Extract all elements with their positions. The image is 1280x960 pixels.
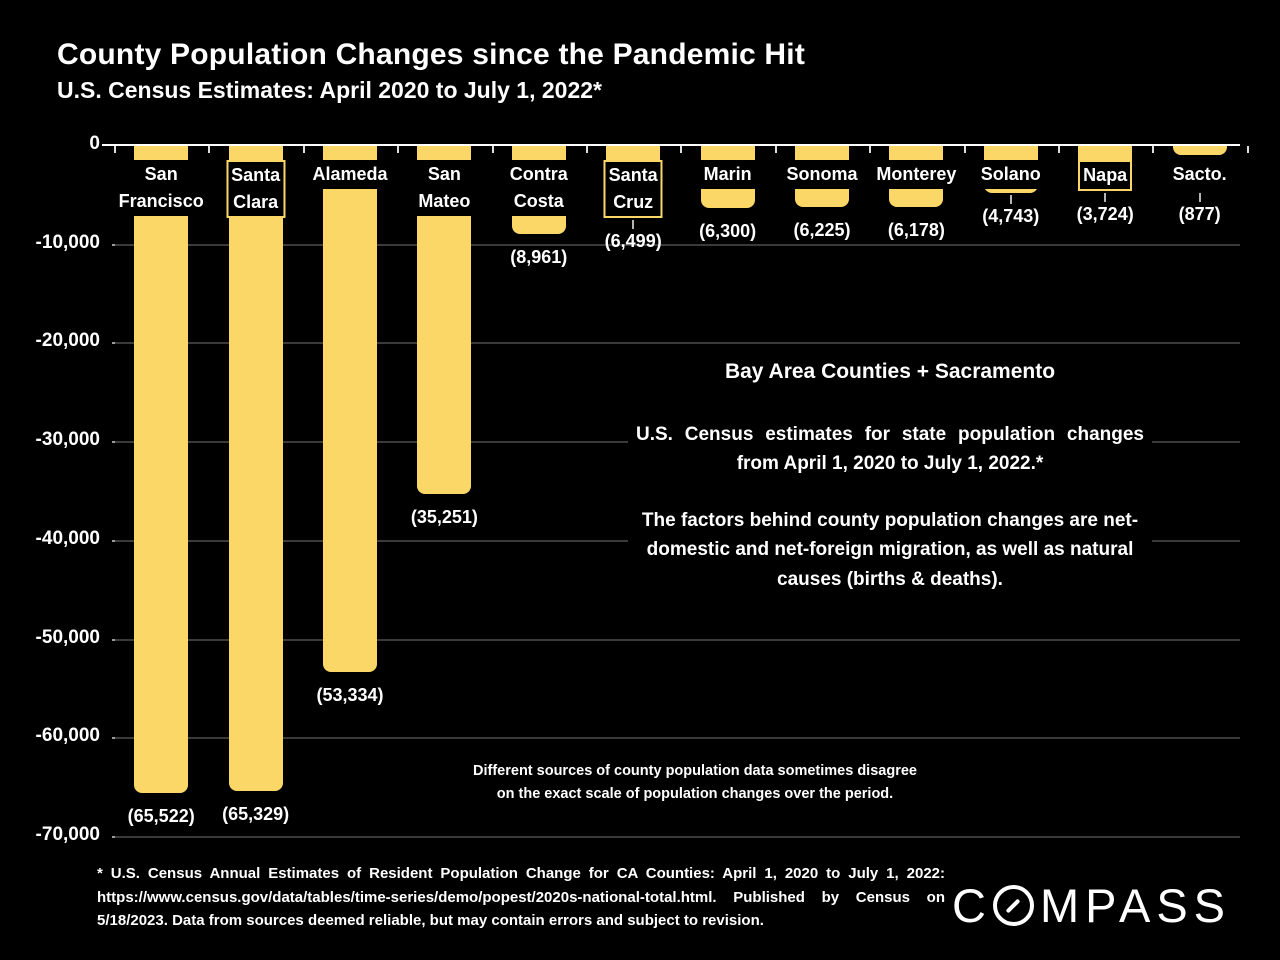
gridline: [115, 638, 1240, 641]
bar-category-label-line: Santa: [231, 165, 281, 185]
bar-category-label-line: Cruz: [613, 192, 654, 212]
bar-value-label: (6,178): [887, 220, 945, 240]
bar-value-label: (35,251): [410, 507, 478, 527]
bar-category-label: Sacto.: [1167, 160, 1232, 189]
bar-category-label: Santa Cruz: [603, 160, 663, 218]
x-axis-tick: [680, 146, 682, 153]
value-leader-line: [1104, 193, 1107, 202]
bar-category-label: Napa: [1078, 160, 1133, 191]
y-axis-label: -40,000: [35, 527, 100, 549]
bar-category-label-line: Solano: [980, 164, 1041, 184]
y-axis-label: -60,000: [35, 725, 100, 747]
bar-alameda: [323, 146, 377, 672]
value-leader-line: [632, 220, 635, 229]
page-subtitle: U.S. Census Estimates: April 2020 to Jul…: [57, 77, 602, 103]
bar-category-label: San Francisco: [113, 160, 209, 216]
x-axis-tick: [964, 146, 966, 153]
annotation-paragraph-2: The factors behind county population cha…: [641, 509, 1139, 590]
bar-category-label: Contra Costa: [504, 160, 573, 216]
y-axis-label: -50,000: [35, 626, 100, 648]
bar-santa-clara: [229, 146, 283, 791]
bar-category-label-line: Clara: [233, 192, 279, 212]
gridline: [115, 342, 1240, 345]
bar-category-label-line: Costa: [513, 191, 564, 211]
x-axis-tick: [1058, 146, 1060, 153]
note-line-1: Different sources of county population d…: [473, 763, 917, 779]
gridline: [115, 243, 1240, 246]
bar-category-label: Alameda: [307, 160, 393, 189]
bar-value-label: (65,522): [127, 806, 195, 826]
x-axis-tick: [303, 146, 305, 153]
x-axis-line: [102, 144, 1240, 146]
bar-value-label: (3,724): [1076, 204, 1134, 224]
bar-value-label: (4,743): [982, 206, 1040, 226]
compass-needle-icon: [992, 885, 1034, 926]
y-axis-label: 0: [89, 133, 100, 154]
bar-value-label: (6,225): [793, 220, 851, 240]
bar-category-label-line: Santa: [608, 165, 658, 185]
annotation-paragraph-1: U.S. Census estimates for state populati…: [636, 424, 1144, 475]
bar-value-label: (65,329): [222, 804, 290, 824]
gridline: [115, 836, 1240, 838]
bar-category-label-line: Monterey: [876, 164, 957, 184]
x-axis-tick: [1152, 146, 1154, 153]
value-leader-line: [1198, 193, 1201, 202]
x-axis-tick: [397, 146, 399, 153]
compass-logo: C MPASS: [952, 878, 1231, 933]
bar-category-label-line: San: [144, 164, 178, 184]
gridline: [115, 737, 1240, 740]
bar-category-label-line: Marin: [703, 164, 752, 184]
bar-san-francisco: [134, 146, 188, 793]
bar-category-label-line: Alameda: [312, 164, 388, 184]
bar-category-label: Sonoma: [781, 160, 863, 189]
bar-value-label: (6,499): [604, 231, 662, 251]
y-axis-label: -30,000: [35, 429, 100, 451]
bar-category-label-line: Napa: [1083, 165, 1128, 185]
bar-category-label-line: Francisco: [118, 191, 204, 211]
bar-category-label: Marin: [698, 160, 757, 189]
x-axis-tick: [114, 146, 116, 153]
page-title: County Population Changes since the Pand…: [57, 38, 806, 71]
bar-category-label: San Mateo: [413, 160, 476, 216]
bar-category-label: Solano: [975, 160, 1046, 189]
y-axis-label: -70,000: [35, 824, 100, 845]
bar-category-label-line: San: [427, 164, 461, 184]
value-leader-line: [1009, 195, 1012, 204]
x-axis-tick: [775, 146, 777, 153]
source-footnote: * U.S. Census Annual Estimates of Reside…: [97, 865, 945, 930]
bar-value-label: (877): [1178, 204, 1221, 224]
x-axis-tick: [586, 146, 588, 153]
y-axis-label: -10,000: [35, 231, 100, 253]
compass-logo-prefix: C: [952, 879, 992, 932]
bar-category-label-line: Contra: [509, 164, 568, 184]
x-axis-tick: [869, 146, 871, 153]
bar-value-label: (6,300): [699, 221, 757, 241]
x-axis-tick: [1247, 146, 1249, 153]
note-line-2: on the exact scale of population changes…: [496, 786, 894, 803]
bar-value-label: (8,961): [510, 247, 568, 267]
annotation-panel: Bay Area Counties + Sacramento U.S. Cens…: [628, 356, 1152, 599]
x-axis-tick: [492, 146, 494, 153]
y-axis-label: -20,000: [35, 330, 100, 352]
bar-category-label-line: Mateo: [418, 191, 471, 211]
bar-category-label-line: Sacto.: [1172, 164, 1227, 184]
bar-category-label: Monterey: [871, 160, 962, 189]
bar-sacto-: [1173, 146, 1227, 155]
bar-category-label-line: Sonoma: [786, 164, 858, 184]
bar-category-label: Santa Clara: [226, 160, 286, 218]
data-disagreement-note: Different sources of county population d…: [420, 760, 970, 807]
bar-value-label: (53,334): [316, 685, 384, 705]
x-axis-tick: [208, 146, 210, 153]
annotation-panel-title: Bay Area Counties + Sacramento: [724, 360, 1056, 383]
compass-logo-suffix: MPASS: [1039, 879, 1232, 932]
